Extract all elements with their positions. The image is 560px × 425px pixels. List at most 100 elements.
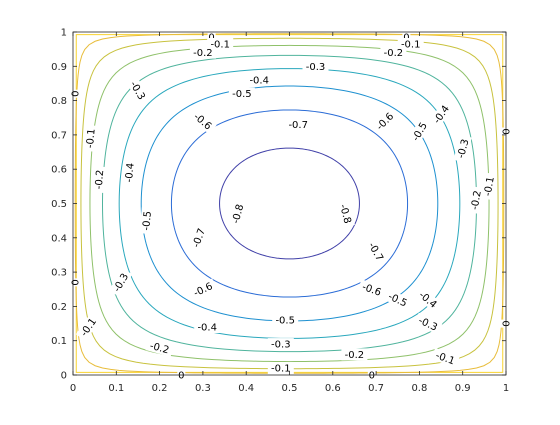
contour-label-20: -0.2 (467, 186, 484, 214)
x-tick-label: 0.7 (368, 383, 384, 394)
contour-label-bg (194, 321, 221, 333)
contour-label-text: -0.3 (306, 62, 326, 73)
contour-label-28: -0.4 (122, 159, 137, 187)
contour-label-11: -0.1 (75, 312, 101, 342)
contour-label-bg (188, 278, 218, 301)
contour-label-12: -0.1 (480, 172, 497, 201)
contour-label-text: -0.1 (85, 128, 98, 148)
contour-label-38: -0.6 (188, 278, 218, 301)
contour-label-31: -0.4 (428, 100, 454, 129)
contour-label-26: -0.3 (453, 134, 472, 163)
y-tick-label: 0 (61, 371, 67, 382)
contour-label-text: -0.2 (94, 169, 107, 189)
contour-label-44: -0.8 (228, 199, 247, 228)
contour-label-bg (188, 223, 209, 253)
y-tick-label: 0.1 (51, 336, 67, 347)
contour-label-text: -0.7 (288, 120, 308, 131)
contour-label-text: -0.6 (360, 282, 382, 299)
contour-label-bg (431, 347, 460, 368)
contour-label-42: -0.7 (188, 223, 209, 253)
contour-label-18: -0.2 (145, 338, 174, 357)
x-tick-label: 0.1 (108, 383, 124, 394)
contour-label-bg (91, 166, 107, 193)
contour-label-text: -0.2 (193, 48, 213, 59)
x-tick-label: 0.4 (238, 383, 254, 394)
contour-label-text: -0.5 (275, 316, 295, 327)
contour-label-text: -0.4 (197, 323, 217, 334)
contour-label-bg (414, 286, 442, 313)
contour-line-6 (140, 85, 439, 322)
contour-label-bg (407, 117, 432, 146)
y-tick-label: 0.5 (51, 199, 67, 210)
contour-label-bg (126, 76, 150, 105)
contour-label-45: -0.8 (336, 199, 355, 228)
contour-label-bg (83, 124, 98, 152)
x-axis: 0 0.1 0.2 0.3 0.4 0.5 0.6 0.7 0.8 0.9 1 (70, 32, 509, 394)
contour-label-bg (453, 134, 472, 163)
contour-line-5 (118, 68, 461, 339)
contour-label-bg (75, 312, 101, 342)
contour-label-bg (108, 268, 133, 297)
contour-line-4 (101, 54, 478, 353)
x-tick-label: 0.3 (195, 383, 211, 394)
contour-label-text: -0.1 (401, 40, 421, 51)
contour-label-text: -0.1 (210, 40, 230, 51)
contour-label-bg (380, 46, 407, 59)
contour-label-bg (189, 46, 216, 59)
contour-label-text: 0 (502, 320, 513, 326)
contour-label-bg (122, 159, 137, 187)
contour-label-text: -0.2 (148, 341, 170, 357)
contour-labels: 00000000-0.1-0.1-0.1-0.1-0.1-0.1-0.1-0.2… (69, 31, 513, 382)
contour-label-text: -0.1 (483, 176, 497, 197)
contour-label-3: 0 (69, 278, 82, 287)
contour-label-40: -0.6 (371, 107, 399, 135)
contour-label-bg (336, 199, 355, 228)
contour-label-text: -0.1 (434, 350, 456, 367)
contour-label-35: -0.5 (383, 288, 413, 311)
contour-label-bg (189, 108, 217, 135)
contour-label-41: -0.7 (285, 118, 312, 131)
contour-label-bg (402, 31, 411, 44)
contour-line-8 (219, 147, 360, 260)
contour-label-text: -0.5 (141, 211, 154, 231)
contour-label-text: 0 (502, 128, 513, 134)
contour-label-bg (228, 199, 247, 228)
contour-label-24: -0.3 (267, 338, 294, 351)
contour-label-17: -0.2 (91, 166, 107, 193)
y-tick-label: 0.9 (51, 62, 67, 73)
y-tick-label: 1 (61, 28, 67, 39)
y-tick-label: 0.4 (51, 233, 67, 244)
contour-label-bg (383, 288, 413, 311)
contour-label-43: -0.7 (364, 237, 388, 266)
contour-label-bg (428, 100, 454, 129)
contour-label-30: -0.4 (414, 286, 442, 313)
y-tick-label: 0.6 (51, 165, 67, 176)
contour-label-text: 0 (71, 91, 82, 97)
contour-label-bg (145, 338, 174, 357)
contour-line-7 (170, 109, 409, 298)
contour-label-25: -0.3 (413, 312, 443, 335)
contour-label-text: -0.7 (191, 227, 208, 249)
contour-label-bg (69, 278, 82, 287)
contour-label-bg (69, 89, 82, 98)
contour-label-34: -0.5 (272, 314, 299, 327)
contour-label-bg (267, 338, 294, 351)
contour-label-text: -0.3 (456, 138, 472, 160)
contour-label-36: -0.5 (407, 117, 432, 146)
contour-label-text: -0.2 (384, 48, 404, 59)
contour-label-text: 0 (369, 371, 375, 382)
contour-label-bg (267, 362, 294, 375)
contour-label-text: -0.1 (271, 364, 291, 375)
contour-label-bg (357, 279, 387, 300)
contour-label-text: -0.3 (271, 340, 291, 351)
x-tick-label: 0.8 (411, 383, 427, 394)
y-tick-label: 0.7 (51, 130, 67, 141)
contour-label-10: -0.1 (83, 124, 98, 152)
contour-label-29: -0.4 (194, 321, 221, 334)
contour-label-bg (285, 118, 312, 131)
contour-label-13: -0.1 (431, 347, 460, 368)
contour-label-bg (364, 237, 388, 266)
contour-label-15: -0.2 (189, 46, 216, 59)
contour-label-bg (246, 74, 273, 86)
